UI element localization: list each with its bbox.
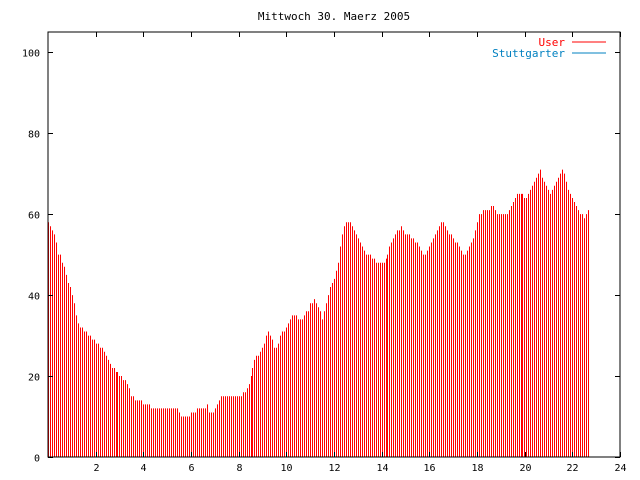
y-axis: 0 20 40 60 80 100 xyxy=(22,49,620,465)
x-tick-label: 20 xyxy=(519,463,531,474)
x-axis: 2 4 6 8 10 12 14 16 18 20 22 24 xyxy=(93,32,627,474)
y-tick-label: 20 xyxy=(28,373,40,384)
y-tick-label: 100 xyxy=(22,49,40,60)
legend-label-stuttgarter: Stuttgarter xyxy=(492,47,565,60)
y-tick-label: 40 xyxy=(28,292,40,303)
y-tick-label: 60 xyxy=(28,211,40,222)
bar-group xyxy=(48,169,589,457)
x-tick-label: 14 xyxy=(376,463,388,474)
legend-label-user: User xyxy=(539,36,566,49)
y-tick-label: 80 xyxy=(28,130,40,141)
x-tick-label: 8 xyxy=(236,463,242,474)
legend: User Stuttgarter xyxy=(492,36,606,60)
x-tick-label: 24 xyxy=(614,463,626,474)
y-tick-label: 0 xyxy=(34,454,40,465)
x-tick-label: 22 xyxy=(566,463,578,474)
x-tick-label: 4 xyxy=(140,463,146,474)
x-tick-label: 18 xyxy=(471,463,483,474)
x-tick-label: 12 xyxy=(328,463,340,474)
x-tick-label: 16 xyxy=(423,463,435,474)
x-tick-label: 10 xyxy=(280,463,292,474)
x-tick-label: 6 xyxy=(188,463,194,474)
x-tick-label: 2 xyxy=(93,463,99,474)
chart-title: Mittwoch 30. Maerz 2005 xyxy=(258,10,410,23)
